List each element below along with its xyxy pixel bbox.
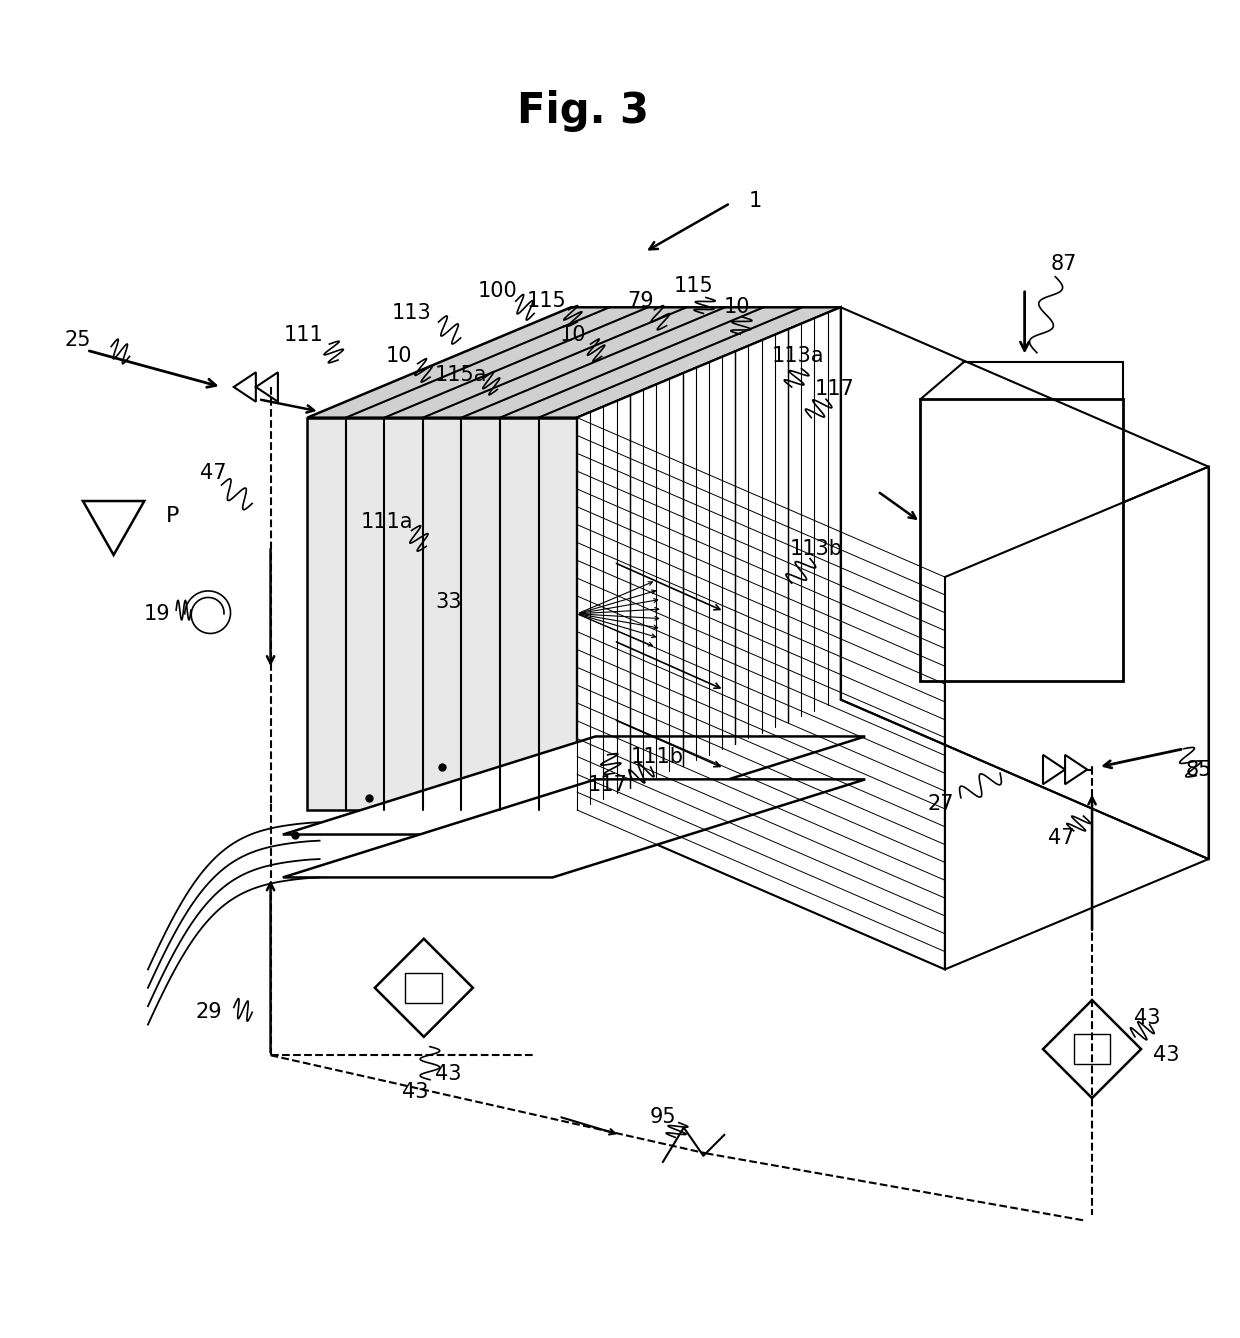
Text: 87: 87 — [1050, 254, 1078, 274]
Polygon shape — [308, 417, 577, 809]
Polygon shape — [1043, 999, 1141, 1098]
Text: 111b: 111b — [630, 748, 683, 767]
Text: Fig. 3: Fig. 3 — [517, 90, 650, 132]
Text: 111: 111 — [284, 325, 324, 345]
Text: 10: 10 — [560, 325, 587, 345]
Text: 85: 85 — [1185, 760, 1211, 780]
Text: 27: 27 — [928, 793, 955, 814]
Text: 113a: 113a — [771, 347, 825, 367]
Text: 115: 115 — [673, 277, 713, 297]
Text: 19: 19 — [143, 603, 170, 624]
Text: 25: 25 — [64, 330, 92, 351]
Polygon shape — [234, 372, 255, 401]
Text: 47: 47 — [1048, 828, 1075, 848]
Text: 115a: 115a — [434, 365, 487, 385]
Text: 115: 115 — [527, 292, 567, 312]
Text: 79: 79 — [627, 292, 655, 312]
Text: 43: 43 — [402, 1082, 429, 1103]
Polygon shape — [1065, 755, 1087, 784]
Text: 111a: 111a — [361, 512, 413, 533]
Text: 1: 1 — [748, 190, 761, 210]
Text: 29: 29 — [196, 1002, 222, 1022]
Polygon shape — [283, 736, 866, 835]
Text: 10: 10 — [723, 297, 750, 317]
FancyBboxPatch shape — [405, 973, 443, 1002]
Polygon shape — [308, 308, 841, 417]
Text: 47: 47 — [200, 463, 226, 483]
Text: 43: 43 — [435, 1064, 461, 1084]
Text: 43: 43 — [1153, 1045, 1179, 1065]
Polygon shape — [577, 308, 1209, 970]
Text: 100: 100 — [477, 281, 517, 301]
Polygon shape — [1043, 755, 1065, 784]
Text: 113b: 113b — [790, 539, 843, 559]
Text: 117: 117 — [815, 380, 854, 400]
Text: 117: 117 — [588, 776, 627, 796]
Text: 10: 10 — [386, 347, 413, 367]
Text: 33: 33 — [435, 591, 461, 611]
Polygon shape — [283, 779, 866, 878]
Polygon shape — [374, 939, 472, 1037]
Text: 95: 95 — [650, 1107, 676, 1127]
Text: 43: 43 — [1133, 1009, 1161, 1029]
Polygon shape — [920, 399, 1122, 681]
Text: 113: 113 — [392, 304, 432, 324]
Polygon shape — [577, 308, 841, 809]
Text: P: P — [166, 506, 179, 526]
FancyBboxPatch shape — [1074, 1034, 1111, 1064]
Polygon shape — [255, 372, 278, 401]
Polygon shape — [83, 500, 144, 555]
